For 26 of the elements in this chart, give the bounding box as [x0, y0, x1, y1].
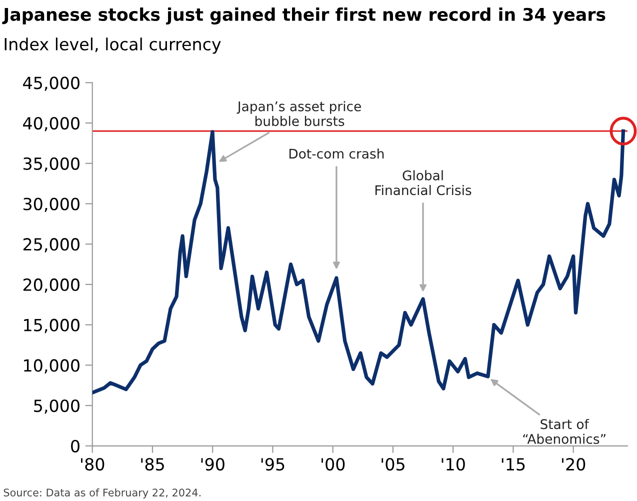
chart-title: Japanese stocks just gained their first new record in 34 years [2, 8, 606, 24]
y-tick-label: 45,000 [23, 76, 80, 91]
x-tick-label: '95 [261, 458, 284, 471]
annotation: Start of “Abenomics” [523, 418, 606, 444]
y-tick-label: 35,000 [24, 157, 80, 172]
x-tick-label: '85 [141, 458, 164, 471]
y-tick-label: 25,000 [23, 238, 80, 252]
annotation: Japan’s asset price bubble bursts [236, 101, 361, 126]
annotation: Global Financial Crisis [375, 170, 472, 196]
x-tick-label: '20 [562, 458, 586, 471]
annotation: Dot-com crash [289, 148, 384, 159]
chart-subtitle: Index level, local currency [4, 38, 221, 54]
x-tick-label: '80 [81, 458, 104, 471]
y-tick-label: 5,000 [34, 399, 80, 414]
x-tick-label: '90 [201, 458, 224, 471]
y-tick-label: 0 [71, 440, 80, 452]
y-tick-label: 40,000 [23, 116, 80, 132]
y-tick-label: 20,000 [23, 278, 80, 293]
x-tick-label: '00 [322, 458, 345, 471]
x-tick-label: '05 [382, 458, 404, 471]
x-tick-label: '10 [442, 458, 465, 471]
x-tick-label: '15 [502, 458, 525, 471]
y-tick-label: 10,000 [24, 359, 80, 374]
source-note: Source: Data as of February 22, 2024. [4, 488, 200, 498]
y-tick-label: 30,000 [24, 198, 80, 212]
y-tick-label: 15,000 [24, 318, 80, 334]
